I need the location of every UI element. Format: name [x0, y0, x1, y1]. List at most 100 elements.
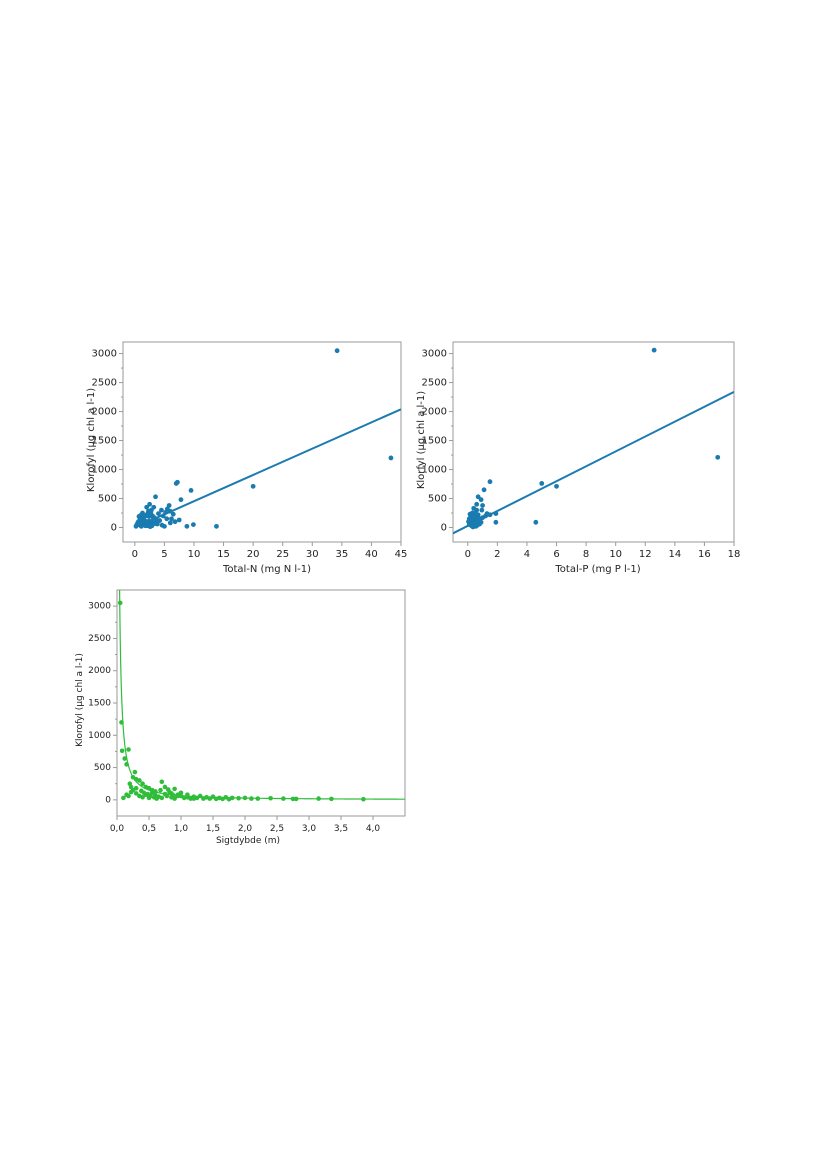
data-point	[388, 455, 394, 461]
data-point	[176, 517, 182, 523]
x-tick-label: 1,5	[206, 824, 220, 834]
y-tick-label: 1500	[88, 699, 111, 709]
x-tick-label: 2,5	[270, 824, 284, 834]
data-point	[554, 483, 559, 489]
data-point	[159, 507, 164, 513]
data-point	[147, 793, 153, 799]
data-point	[133, 785, 139, 791]
y-tick-label: 2000	[88, 666, 111, 676]
data-point	[220, 796, 225, 802]
data-point	[471, 505, 477, 511]
data-point	[478, 497, 484, 503]
y-tick-label: 1000	[88, 731, 111, 741]
data-point	[213, 796, 219, 802]
y-axis-title: Klorfyl (µg chl a l-1)	[416, 391, 427, 489]
data-point	[159, 779, 165, 785]
data-point	[487, 479, 493, 485]
x-tick-label: 14	[668, 549, 681, 560]
data-point	[191, 796, 197, 801]
x-tick-label: 10	[609, 549, 622, 560]
data-point	[651, 347, 657, 353]
data-point	[146, 514, 152, 519]
data-point	[140, 781, 145, 787]
y-tick-label: 2000	[92, 407, 117, 418]
y-axis-title: Klorofyl (µg chl a l-1)	[75, 653, 85, 747]
x-tick-label: 18	[728, 549, 741, 560]
x-tick-label: 5	[161, 549, 167, 560]
data-point	[160, 513, 166, 519]
chart-sigtdybde-svg: Sigtdybde (m) Klorofyl (µg chl a l-1) 0 5…	[75, 589, 406, 846]
data-point	[293, 796, 299, 802]
data-point	[119, 748, 125, 754]
data-point	[164, 516, 170, 522]
data-point	[185, 792, 190, 797]
data-point	[190, 522, 196, 528]
y-tick-label: 500	[94, 763, 111, 773]
data-point	[162, 784, 168, 790]
x-tick-label: 0,5	[142, 824, 156, 834]
data-point	[119, 720, 124, 725]
data-point	[181, 795, 187, 801]
data-point	[480, 503, 485, 508]
data-point	[184, 523, 190, 529]
data-point	[214, 523, 219, 529]
data-point	[154, 796, 159, 801]
data-point	[493, 519, 499, 525]
y-tick-label: 2500	[422, 378, 447, 389]
x-axis-title: Total-N (mg N l-1)	[222, 564, 311, 575]
x-tick-label: 6	[553, 549, 559, 560]
x-tick-label: 20	[247, 549, 260, 560]
data-point	[479, 507, 485, 513]
data-point	[133, 523, 139, 529]
data-point	[201, 796, 206, 801]
x-tick-label: 1,0	[174, 824, 189, 834]
data-point	[329, 796, 334, 802]
data-point	[175, 793, 181, 799]
data-point	[268, 795, 273, 801]
data-point	[474, 517, 480, 523]
data-point	[126, 793, 131, 799]
data-point	[167, 789, 172, 795]
data-point	[281, 796, 286, 801]
x-tick-label: 10	[188, 549, 201, 560]
data-point	[475, 494, 481, 500]
data-point	[167, 520, 173, 526]
data-point	[122, 756, 127, 761]
y-tick-label: 2500	[92, 378, 117, 389]
x-tick-label: 3,5	[334, 824, 348, 834]
data-point	[469, 516, 474, 522]
x-tick-label: 30	[306, 549, 319, 560]
data-point	[133, 791, 139, 796]
x-tick-label: 15	[217, 549, 230, 560]
data-point	[334, 348, 340, 354]
data-point	[361, 796, 366, 802]
data-point	[128, 789, 134, 795]
data-point	[169, 516, 174, 522]
x-tick-label: 0	[132, 549, 138, 560]
data-point	[236, 795, 241, 801]
y-tick-label: 500	[428, 494, 447, 505]
chart-total-n-svg: Total-N (mg N l-1) Klorofyl (µg chl a l-…	[86, 341, 407, 575]
data-point	[539, 481, 545, 486]
data-point	[715, 454, 721, 460]
data-point	[143, 523, 148, 529]
data-point	[162, 523, 167, 529]
data-point	[158, 787, 163, 793]
data-point	[153, 494, 158, 500]
data-point	[249, 796, 254, 801]
data-point	[139, 518, 145, 524]
x-tick-label: 2,0	[238, 824, 253, 834]
regression-line	[453, 390, 734, 535]
chart-total-n: Total-N (mg N l-1) Klorofyl (µg chl a l-…	[86, 340, 410, 580]
y-tick-label: 2000	[422, 407, 447, 418]
x-tick-label: 35	[335, 549, 348, 560]
data-point	[188, 488, 194, 493]
data-point	[242, 795, 248, 801]
x-tick-label: 16	[698, 549, 711, 560]
data-point	[481, 487, 487, 493]
plot-area-frame	[122, 341, 402, 543]
data-point	[466, 522, 472, 528]
y-tick-label: 0	[105, 795, 111, 805]
data-point	[126, 747, 131, 752]
y-tick-label: 0	[441, 523, 447, 534]
